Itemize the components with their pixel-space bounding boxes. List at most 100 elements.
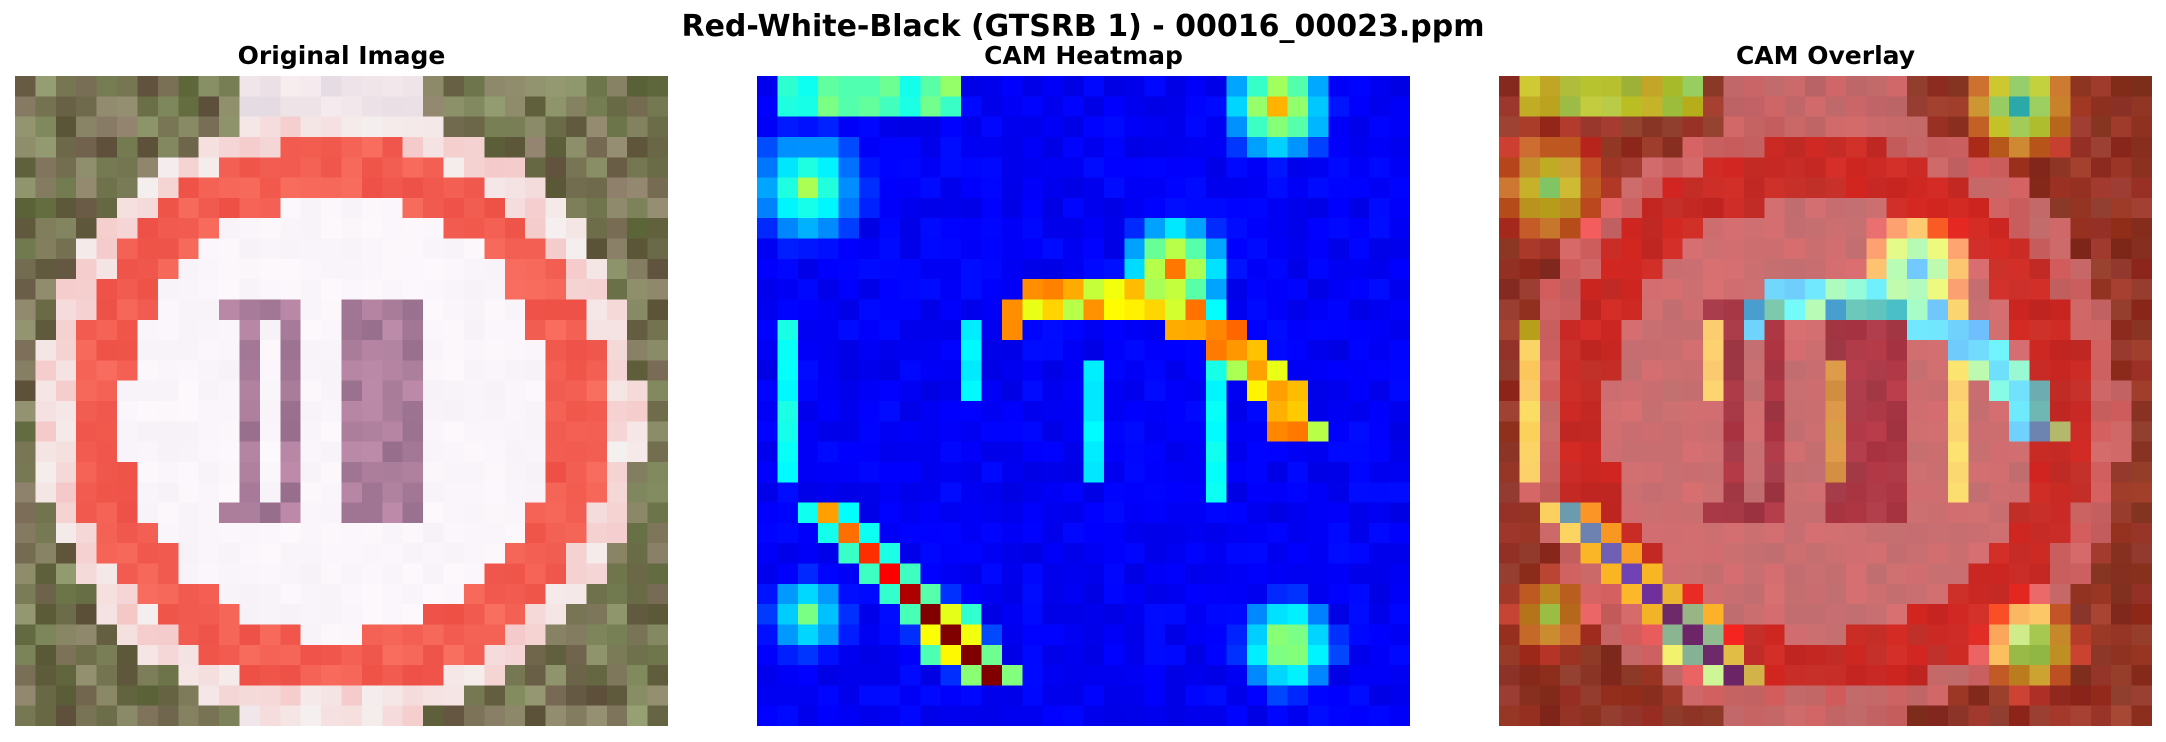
overlay-pixel [1927,482,1949,503]
original-pixel [361,258,383,280]
heatmap-pixel [899,299,921,321]
original-pixel [280,360,302,382]
heatmap-pixel [940,380,962,402]
heatmap-pixel [1348,522,1370,544]
overlay-pixel [1845,705,1867,726]
overlay-pixel [1927,401,1949,422]
original-pixel [117,705,138,726]
heatmap-pixel [1348,624,1370,646]
heatmap-pixel [940,177,962,199]
original-pixel [341,177,363,199]
overlay-pixel [1988,258,2010,280]
overlay-pixel [1947,380,1969,402]
heatmap-pixel [940,563,962,585]
original-pixel [565,421,587,443]
overlay-pixel [1927,644,1949,666]
original-pixel [504,96,526,118]
overlay-pixel [1784,401,1806,422]
heatmap-pixel [1389,96,1410,118]
cam-heatmap-image [757,76,1410,726]
heatmap-pixel [1165,502,1186,524]
original-pixel [300,279,322,300]
overlay-pixel [1601,421,1622,443]
overlay-pixel [1805,644,1826,666]
heatmap-pixel [859,380,880,402]
original-pixel [402,116,424,138]
original-pixel [321,319,342,341]
original-pixel [35,401,57,422]
overlay-pixel [1784,522,1806,544]
overlay-pixel [1866,665,1888,686]
original-pixel [76,665,98,686]
overlay-pixel [1947,502,1969,524]
heatmap-pixel [1185,461,1207,483]
overlay-pixel [2090,157,2112,178]
heatmap-pixel [1307,319,1329,341]
original-pixel [341,461,363,483]
heatmap-pixel [797,238,819,260]
heatmap-pixel [1328,340,1350,361]
heatmap-pixel [1063,76,1084,97]
heatmap-pixel [1287,360,1309,382]
overlay-pixel [1845,644,1867,666]
heatmap-pixel [1083,299,1105,321]
original-pixel [96,380,118,402]
original-pixel [178,461,200,483]
heatmap-pixel [1369,76,1391,97]
heatmap-pixel [1083,116,1105,138]
heatmap-pixel [1267,319,1288,341]
original-pixel [321,563,342,585]
heatmap-pixel [899,279,921,300]
overlay-pixel [1947,340,1969,361]
overlay-pixel [2111,644,2133,666]
heatmap-pixel [899,482,921,503]
original-pixel [341,604,363,625]
heatmap-pixel [797,482,819,503]
heatmap-pixel [1328,177,1350,199]
overlay-pixel [1601,177,1622,199]
overlay-pixel [2029,136,2051,158]
original-pixel [96,461,118,483]
overlay-pixel [1947,685,1969,707]
heatmap-pixel [981,543,1003,564]
heatmap-pixel [1369,258,1391,280]
original-pixel [137,96,159,118]
original-pixel [525,197,546,219]
heatmap-pixel [940,705,962,726]
overlay-pixel [1539,258,1561,280]
heatmap-pixel [1185,116,1207,138]
heatmap-pixel [1369,441,1391,463]
heatmap-pixel [1144,76,1166,97]
heatmap-pixel [940,76,962,97]
heatmap-pixel [757,319,778,341]
overlay-pixel [1927,319,1949,341]
heatmap-pixel [1246,197,1268,219]
heatmap-pixel [1348,279,1370,300]
heatmap-pixel [940,340,962,361]
overlay-pixel [1580,157,1602,178]
heatmap-pixel [940,319,962,341]
original-pixel [586,543,608,564]
overlay-pixel [1947,360,1969,382]
original-pixel [361,441,383,463]
overlay-pixel [1927,543,1949,564]
overlay-pixel [1907,421,1928,443]
overlay-pixel [1825,299,1847,321]
heatmap-pixel [899,218,921,239]
original-pixel [35,705,57,726]
original-pixel [55,421,77,443]
heatmap-pixel [1328,482,1350,503]
heatmap-pixel [777,441,799,463]
heatmap-pixel [1063,563,1084,585]
overlay-pixel [1947,482,1969,503]
heatmap-pixel [777,624,799,646]
heatmap-pixel [1185,157,1207,178]
heatmap-pixel [838,360,860,382]
overlay-pixel [1907,238,1928,260]
original-pixel [321,218,342,239]
overlay-pixel [1499,279,1520,300]
original-pixel [117,502,138,524]
overlay-pixel [1764,136,1786,158]
overlay-pixel [1580,401,1602,422]
original-pixel [504,116,526,138]
